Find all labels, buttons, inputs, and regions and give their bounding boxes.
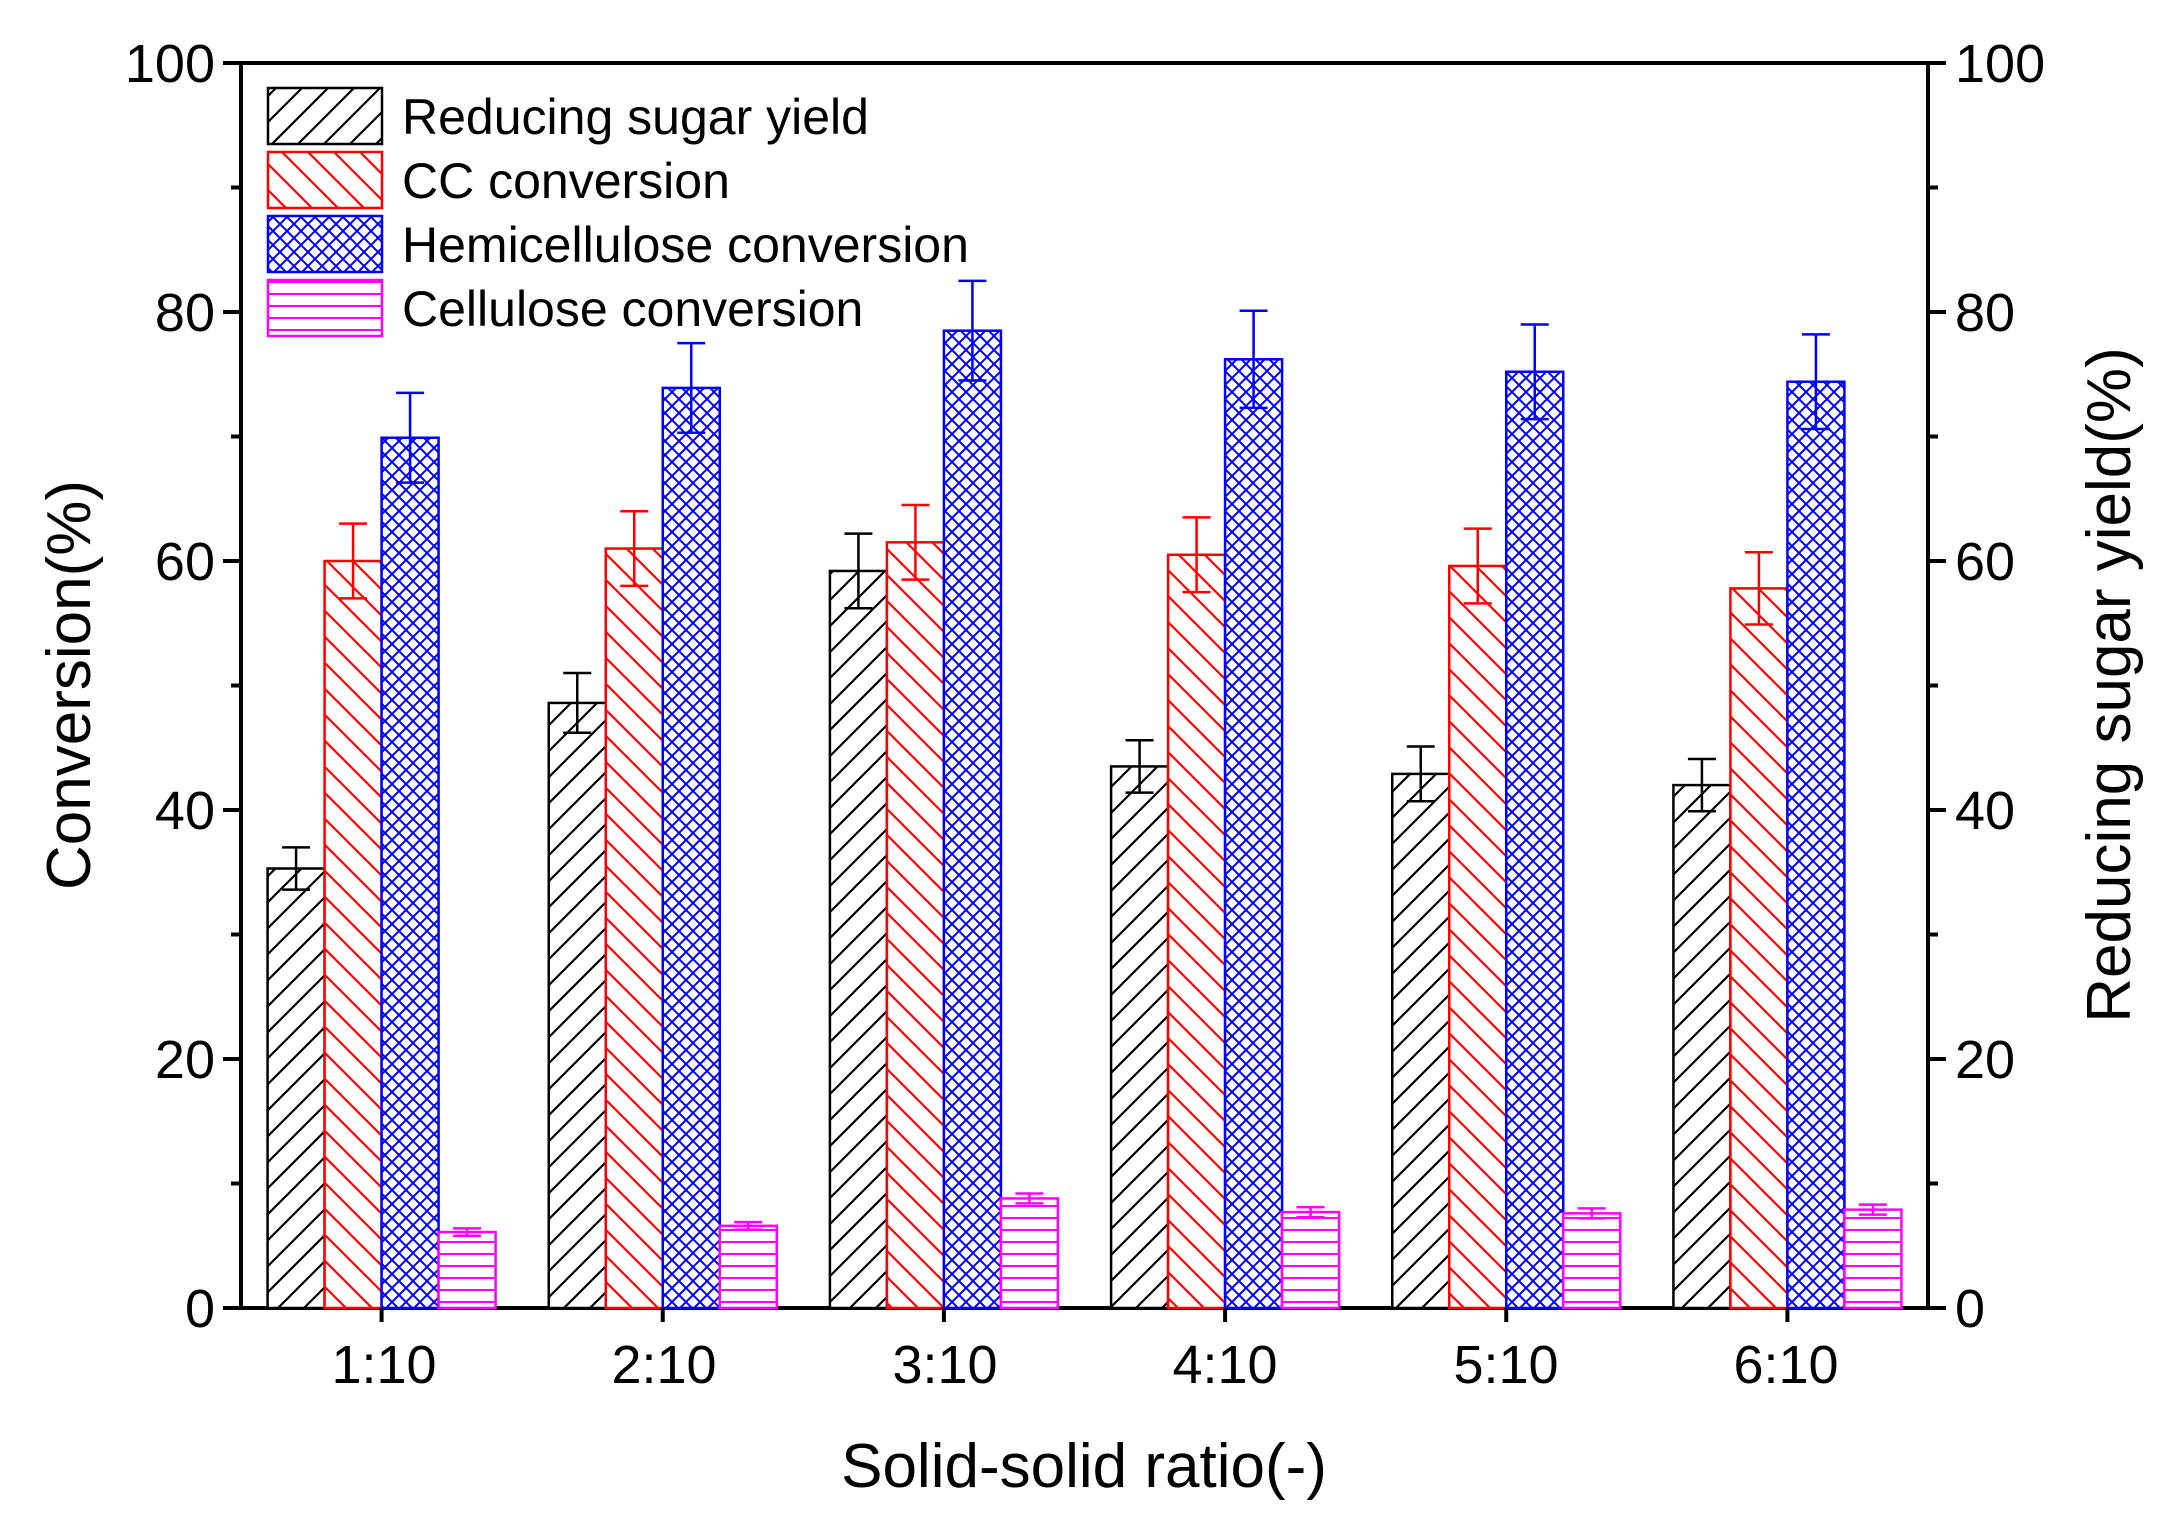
right-tick-label: 40 bbox=[1955, 781, 2015, 841]
y-axis-title: Conversion(%) bbox=[35, 480, 104, 890]
right-tick-label: 60 bbox=[1955, 532, 2015, 592]
left-tick-label: 100 bbox=[125, 34, 215, 94]
left-axis-tick-labels: 0 20 40 60 80 100 bbox=[125, 34, 215, 1339]
left-tick-label: 60 bbox=[155, 532, 215, 592]
error-bar bbox=[1744, 551, 1773, 626]
x-tick-label: 5:10 bbox=[1453, 1335, 1558, 1395]
right-tick-label: 0 bbox=[1955, 1279, 1985, 1339]
error-bar bbox=[1687, 757, 1716, 813]
legend: Reducing sugar yield CC conversion Hemic… bbox=[266, 86, 969, 338]
bar-cc-conversion bbox=[1448, 564, 1508, 1310]
right-tick-label: 20 bbox=[1955, 1030, 2015, 1090]
error-bar bbox=[901, 503, 930, 581]
right-axis-tick-labels: 0 20 40 60 80 100 bbox=[1955, 34, 2045, 1339]
error-bar bbox=[1182, 516, 1211, 594]
error-bar bbox=[282, 846, 311, 891]
bar-cellulose-conversion bbox=[1562, 1212, 1622, 1310]
bar-hemicellulose-conversion bbox=[1223, 358, 1284, 1310]
bar-cc-conversion bbox=[885, 541, 946, 1310]
x-axis-tick-labels: 1:10 2:10 3:10 4:10 5:10 6:10 bbox=[331, 1335, 1838, 1395]
bar-cellulose-conversion bbox=[718, 1224, 778, 1310]
bar-cc-conversion bbox=[1729, 587, 1789, 1310]
x-tick-label: 6:10 bbox=[1733, 1335, 1838, 1395]
bar-cellulose-conversion bbox=[999, 1197, 1060, 1310]
error-bar bbox=[396, 391, 425, 484]
error-bar bbox=[734, 1220, 763, 1231]
legend-swatch bbox=[266, 86, 384, 146]
right-tick-label: 80 bbox=[1955, 283, 2015, 343]
x-tick-label: 3:10 bbox=[892, 1335, 997, 1395]
error-bar bbox=[563, 671, 592, 735]
error-bar bbox=[958, 279, 987, 382]
bar-cellulose-conversion bbox=[1280, 1210, 1341, 1310]
legend-item: Reducing sugar yield bbox=[266, 86, 869, 146]
bar-cc-conversion bbox=[323, 559, 383, 1310]
error-bar bbox=[339, 522, 368, 600]
bar-reducing-sugar-yield bbox=[1391, 772, 1451, 1310]
bar-cc-conversion bbox=[604, 547, 664, 1310]
error-bar bbox=[1801, 333, 1830, 431]
error-bar bbox=[1125, 739, 1154, 794]
error-bar bbox=[1015, 1192, 1044, 1205]
bar-reducing-sugar-yield bbox=[547, 701, 607, 1310]
error-bar bbox=[1463, 527, 1492, 605]
left-tick-label: 20 bbox=[155, 1030, 215, 1090]
legend-label: Hemicellulose conversion bbox=[402, 217, 969, 273]
legend-label: CC conversion bbox=[402, 153, 730, 209]
error-bar bbox=[620, 509, 649, 588]
left-tick-label: 80 bbox=[155, 283, 215, 343]
bar-hemicellulose-conversion bbox=[1505, 370, 1565, 1310]
legend-swatch bbox=[266, 278, 384, 338]
legend-label: Reducing sugar yield bbox=[402, 89, 869, 145]
legend-swatch bbox=[266, 150, 384, 210]
bar-hemicellulose-conversion bbox=[661, 386, 721, 1310]
error-bar bbox=[1239, 309, 1268, 410]
x-axis-title: Solid-solid ratio(-) bbox=[841, 1432, 1327, 1501]
bar-cellulose-conversion bbox=[437, 1230, 497, 1310]
bars-layer bbox=[266, 329, 1903, 1310]
bar-reducing-sugar-yield bbox=[1109, 765, 1170, 1310]
legend-item: CC conversion bbox=[266, 150, 730, 210]
x-tick-label: 2:10 bbox=[611, 1335, 716, 1395]
bar-reducing-sugar-yield bbox=[828, 569, 889, 1310]
bar-reducing-sugar-yield bbox=[266, 867, 326, 1310]
bar-reducing-sugar-yield bbox=[1672, 783, 1732, 1310]
legend-label: Cellulose conversion bbox=[402, 281, 863, 337]
error-bar bbox=[1406, 745, 1435, 803]
error-bar bbox=[1577, 1207, 1606, 1220]
left-tick-label: 40 bbox=[155, 781, 215, 841]
x-tick-label: 1:10 bbox=[331, 1335, 436, 1395]
error-bar bbox=[1520, 323, 1549, 421]
bar-cellulose-conversion bbox=[1843, 1208, 1903, 1310]
error-bar bbox=[1296, 1205, 1325, 1219]
error-bar bbox=[1858, 1203, 1887, 1216]
bar-cc-conversion bbox=[1166, 553, 1227, 1310]
error-bar bbox=[677, 341, 706, 435]
left-tick-label: 0 bbox=[185, 1279, 215, 1339]
legend-item: Hemicellulose conversion bbox=[266, 214, 969, 274]
x-tick-label: 4:10 bbox=[1172, 1335, 1277, 1395]
right-tick-label: 100 bbox=[1955, 34, 2045, 94]
bar-hemicellulose-conversion bbox=[1786, 380, 1846, 1310]
legend-item: Cellulose conversion bbox=[266, 278, 863, 338]
bar-hemicellulose-conversion bbox=[380, 436, 440, 1310]
legend-swatch bbox=[266, 214, 384, 274]
y2-axis-title: Reducing sugar yield(%) bbox=[2075, 347, 2144, 1022]
error-bar bbox=[844, 532, 873, 610]
error-bar bbox=[453, 1227, 482, 1238]
axis-ticks-layer bbox=[223, 61, 1946, 1322]
bar-hemicellulose-conversion bbox=[942, 329, 1003, 1310]
error-bars-layer bbox=[282, 279, 1887, 1238]
